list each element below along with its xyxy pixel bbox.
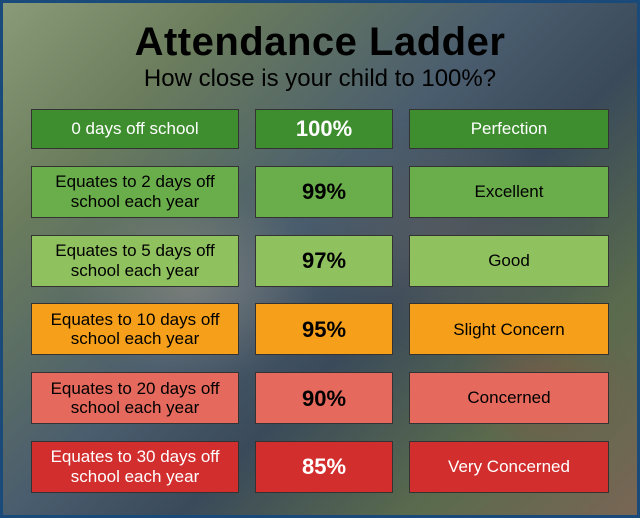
days-off-cell: Equates to 5 days off school each year bbox=[31, 235, 239, 287]
ladder-row: Equates to 10 days off school each year 9… bbox=[31, 303, 609, 355]
percent-cell: 85% bbox=[255, 441, 393, 493]
page-subtitle: How close is your child to 100%? bbox=[31, 65, 609, 93]
rating-cell: Perfection bbox=[409, 109, 609, 149]
days-off-cell: 0 days off school bbox=[31, 109, 239, 149]
percent-cell: 100% bbox=[255, 109, 393, 149]
percent-cell: 99% bbox=[255, 166, 393, 218]
percent-cell: 97% bbox=[255, 235, 393, 287]
rating-cell: Slight Concern bbox=[409, 303, 609, 355]
rating-cell: Very Concerned bbox=[409, 441, 609, 493]
page-title: Attendance Ladder bbox=[31, 21, 609, 63]
attendance-ladder: Attendance Ladder How close is your chil… bbox=[3, 3, 637, 515]
percent-cell: 95% bbox=[255, 303, 393, 355]
ladder-row: Equates to 20 days off school each year 9… bbox=[31, 372, 609, 424]
ladder-row: 0 days off school 100% Perfection bbox=[31, 109, 609, 149]
ladder-grid: 0 days off school 100% Perfection Equates t… bbox=[31, 109, 609, 493]
percent-cell: 90% bbox=[255, 372, 393, 424]
days-off-cell: Equates to 10 days off school each year bbox=[31, 303, 239, 355]
ladder-row: Equates to 5 days off school each year 97… bbox=[31, 235, 609, 287]
ladder-row: Equates to 30 days off school each year 8… bbox=[31, 441, 609, 493]
ladder-row: Equates to 2 days off school each year 99… bbox=[31, 166, 609, 218]
days-off-cell: Equates to 2 days off school each year bbox=[31, 166, 239, 218]
days-off-cell: Equates to 20 days off school each year bbox=[31, 372, 239, 424]
rating-cell: Excellent bbox=[409, 166, 609, 218]
rating-cell: Good bbox=[409, 235, 609, 287]
days-off-cell: Equates to 30 days off school each year bbox=[31, 441, 239, 493]
rating-cell: Concerned bbox=[409, 372, 609, 424]
